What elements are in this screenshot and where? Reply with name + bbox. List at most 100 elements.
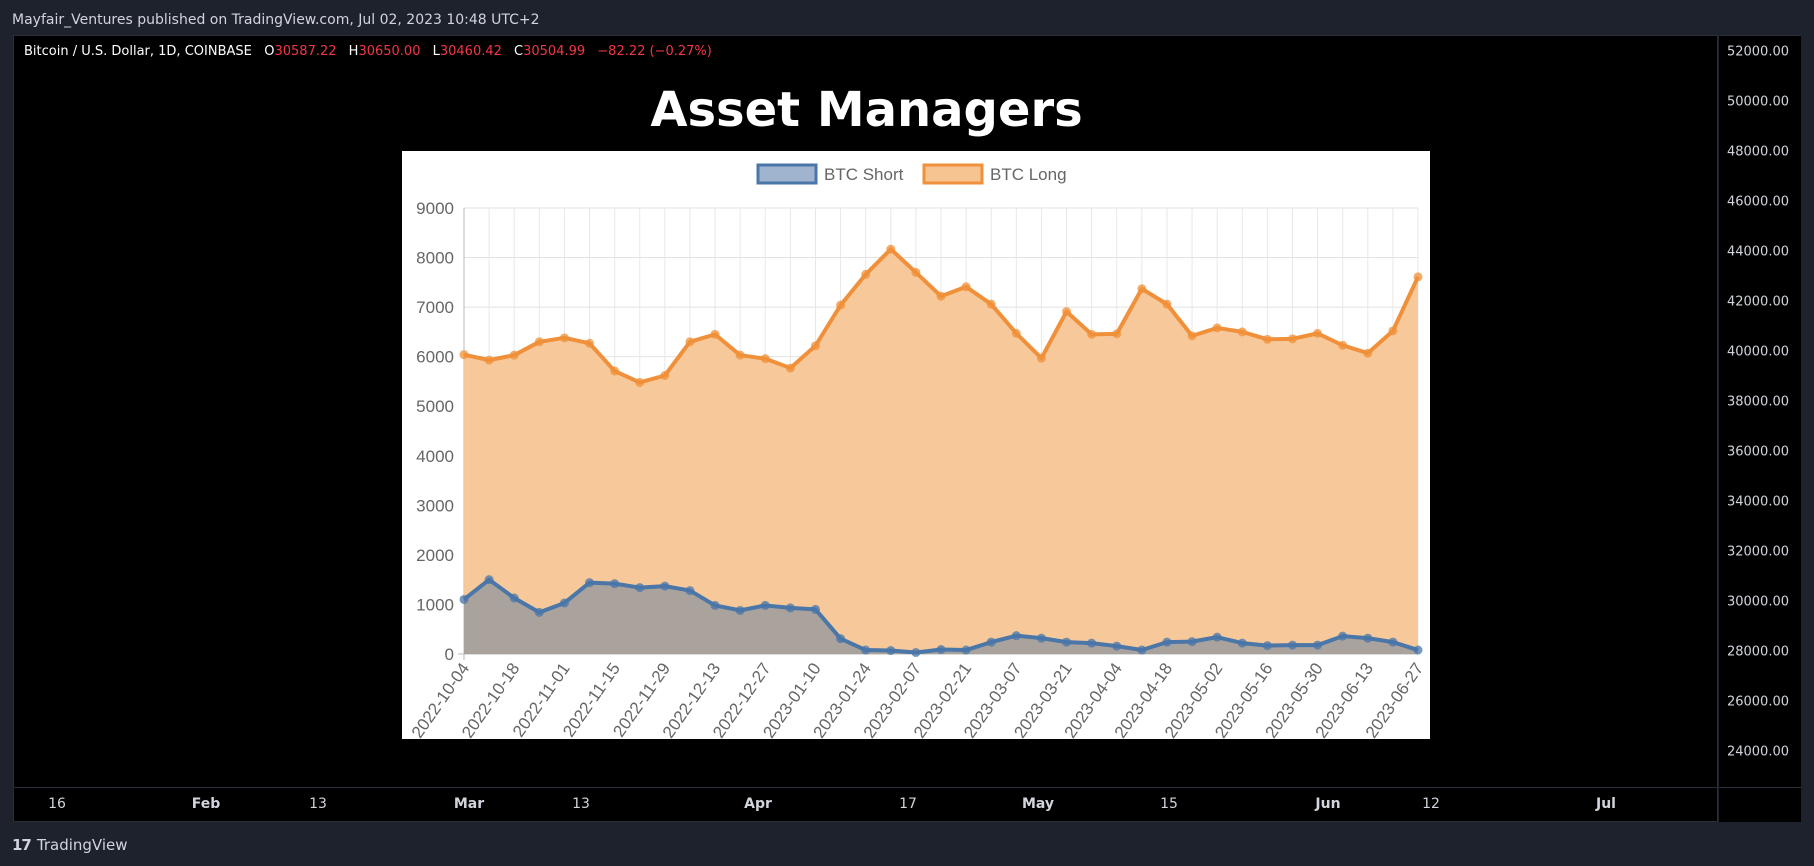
btc-short-point bbox=[1338, 631, 1348, 641]
time-scale-label: Apr bbox=[744, 796, 772, 812]
btc-long-point bbox=[760, 354, 770, 364]
price-scale-label: 50000.00 bbox=[1726, 94, 1789, 110]
btc-long-point bbox=[1137, 284, 1147, 294]
btc-short-point bbox=[559, 598, 569, 608]
btc-short-point bbox=[1388, 637, 1398, 647]
btc-short-point bbox=[1287, 640, 1297, 650]
overlay-title: Asset Managers bbox=[650, 82, 1083, 138]
btc-long-point bbox=[1413, 272, 1423, 282]
btc-short-point bbox=[1212, 632, 1222, 642]
chart-pane[interactable]: Bitcoin / U.S. Dollar, 1D, COINBASE O305… bbox=[13, 35, 1718, 788]
close-value: 30504.99 bbox=[523, 44, 586, 59]
btc-long-point bbox=[961, 282, 971, 292]
price-scale[interactable]: 52000.00 50000.00 48000.00 46000.00 44000.00… bbox=[1719, 35, 1801, 788]
open-value: 30587.22 bbox=[274, 44, 337, 59]
btc-long-point bbox=[1036, 353, 1046, 363]
btc-long-point bbox=[1187, 331, 1197, 341]
btc-long-point bbox=[1313, 328, 1323, 338]
btc-long-point bbox=[509, 350, 519, 360]
btc-short-point bbox=[861, 645, 871, 655]
btc-long-point bbox=[585, 338, 595, 348]
time-scale-label: Jul bbox=[1596, 796, 1616, 812]
btc-short-point bbox=[534, 607, 544, 617]
btc-short-point bbox=[1087, 638, 1097, 648]
time-scale-label: 15 bbox=[1160, 796, 1178, 812]
close-key: C bbox=[514, 44, 524, 59]
y-tick-label: 3000 bbox=[416, 496, 454, 515]
time-scale-label: May bbox=[1021, 796, 1055, 812]
asset-managers-chart: 0 1000 2000 3000 4000 5000 6000 7000 8000 9000 202… bbox=[402, 151, 1430, 739]
btc-short-point bbox=[1137, 645, 1147, 655]
symbol-name: Bitcoin / U.S. Dollar, 1D, COINBASE bbox=[24, 44, 252, 59]
high-value: 30650.00 bbox=[358, 44, 421, 59]
btc-long-point bbox=[1011, 328, 1021, 338]
btc-short-point bbox=[1413, 645, 1423, 655]
time-scale-label: 13 bbox=[309, 796, 327, 812]
time-scale-label: 17 bbox=[899, 796, 917, 812]
btc-long-point bbox=[1237, 327, 1247, 337]
y-tick-label: 0 bbox=[445, 645, 454, 664]
price-scale-label: 34000.00 bbox=[1726, 494, 1789, 510]
y-tick-label: 8000 bbox=[416, 249, 454, 268]
footer-brand[interactable]: 17 TradingView bbox=[12, 836, 128, 854]
time-scale-label: Jun bbox=[1315, 796, 1341, 812]
btc-short-point bbox=[1011, 631, 1021, 641]
btc-long-point bbox=[635, 377, 645, 387]
btc-short-point bbox=[1313, 640, 1323, 650]
btc-long-point bbox=[986, 299, 996, 309]
legend-label: BTC Long bbox=[990, 165, 1067, 184]
btc-long-point bbox=[810, 341, 820, 351]
btc-long-point bbox=[1363, 348, 1373, 358]
btc-long-point bbox=[1087, 329, 1097, 339]
published-header: Mayfair_Ventures published on TradingVie… bbox=[0, 0, 1814, 35]
y-tick-label: 4000 bbox=[416, 447, 454, 466]
published-text: Mayfair_Ventures published on TradingVie… bbox=[12, 12, 540, 28]
time-scale-label: 12 bbox=[1422, 796, 1440, 812]
btc-short-point bbox=[1036, 633, 1046, 643]
btc-short-point bbox=[459, 594, 469, 604]
btc-short-point bbox=[1237, 638, 1247, 648]
btc-long-point bbox=[735, 350, 745, 360]
btc-short-point bbox=[986, 637, 996, 647]
price-scale-label: 38000.00 bbox=[1726, 394, 1789, 410]
y-tick-label: 7000 bbox=[416, 298, 454, 317]
y-tick-label: 2000 bbox=[416, 546, 454, 565]
btc-short-point bbox=[961, 645, 971, 655]
btc-long-point bbox=[1338, 340, 1348, 350]
brand-name: TradingView bbox=[36, 836, 128, 854]
btc-long-point bbox=[1287, 334, 1297, 344]
btc-long-point bbox=[459, 350, 469, 360]
y-tick-label: 5000 bbox=[416, 397, 454, 416]
legend-swatch bbox=[922, 163, 984, 185]
high-key: H bbox=[348, 44, 359, 59]
btc-long-area bbox=[464, 249, 1418, 654]
symbol-legend: Bitcoin / U.S. Dollar, 1D, COINBASE O305… bbox=[24, 44, 720, 59]
low-key: L bbox=[432, 44, 440, 59]
btc-long-point bbox=[685, 337, 695, 347]
btc-long-point bbox=[836, 300, 846, 310]
price-scale-label: 36000.00 bbox=[1726, 444, 1789, 460]
change-value: −82.22 (−0.27%) bbox=[597, 44, 712, 59]
btc-short-point bbox=[685, 586, 695, 596]
btc-long-point bbox=[710, 329, 720, 339]
time-scale[interactable]: 16 Feb 13 Mar 13 Apr 17 May 15 Jun 12 Jul bbox=[13, 788, 1718, 822]
time-scale-label: 16 bbox=[48, 796, 66, 812]
btc-short-point bbox=[911, 648, 921, 658]
time-scale-label: Mar bbox=[453, 796, 485, 812]
btc-short-point bbox=[1187, 637, 1197, 647]
btc-long-point bbox=[484, 355, 494, 365]
price-scale-label: 24000.00 bbox=[1726, 744, 1789, 760]
legend-swatch bbox=[756, 163, 818, 185]
btc-long-point bbox=[911, 267, 921, 277]
btc-short-point bbox=[1363, 633, 1373, 643]
btc-short-point bbox=[585, 578, 595, 588]
btc-long-point bbox=[1162, 299, 1172, 309]
btc-short-point bbox=[710, 600, 720, 610]
time-scale-label: Feb bbox=[191, 796, 221, 812]
btc-short-point bbox=[1162, 637, 1172, 647]
btc-short-point bbox=[735, 605, 745, 615]
price-scale-label: 46000.00 bbox=[1726, 194, 1789, 210]
btc-short-point bbox=[1262, 641, 1272, 651]
price-scale-label: 30000.00 bbox=[1726, 594, 1789, 610]
btc-short-point bbox=[810, 604, 820, 614]
